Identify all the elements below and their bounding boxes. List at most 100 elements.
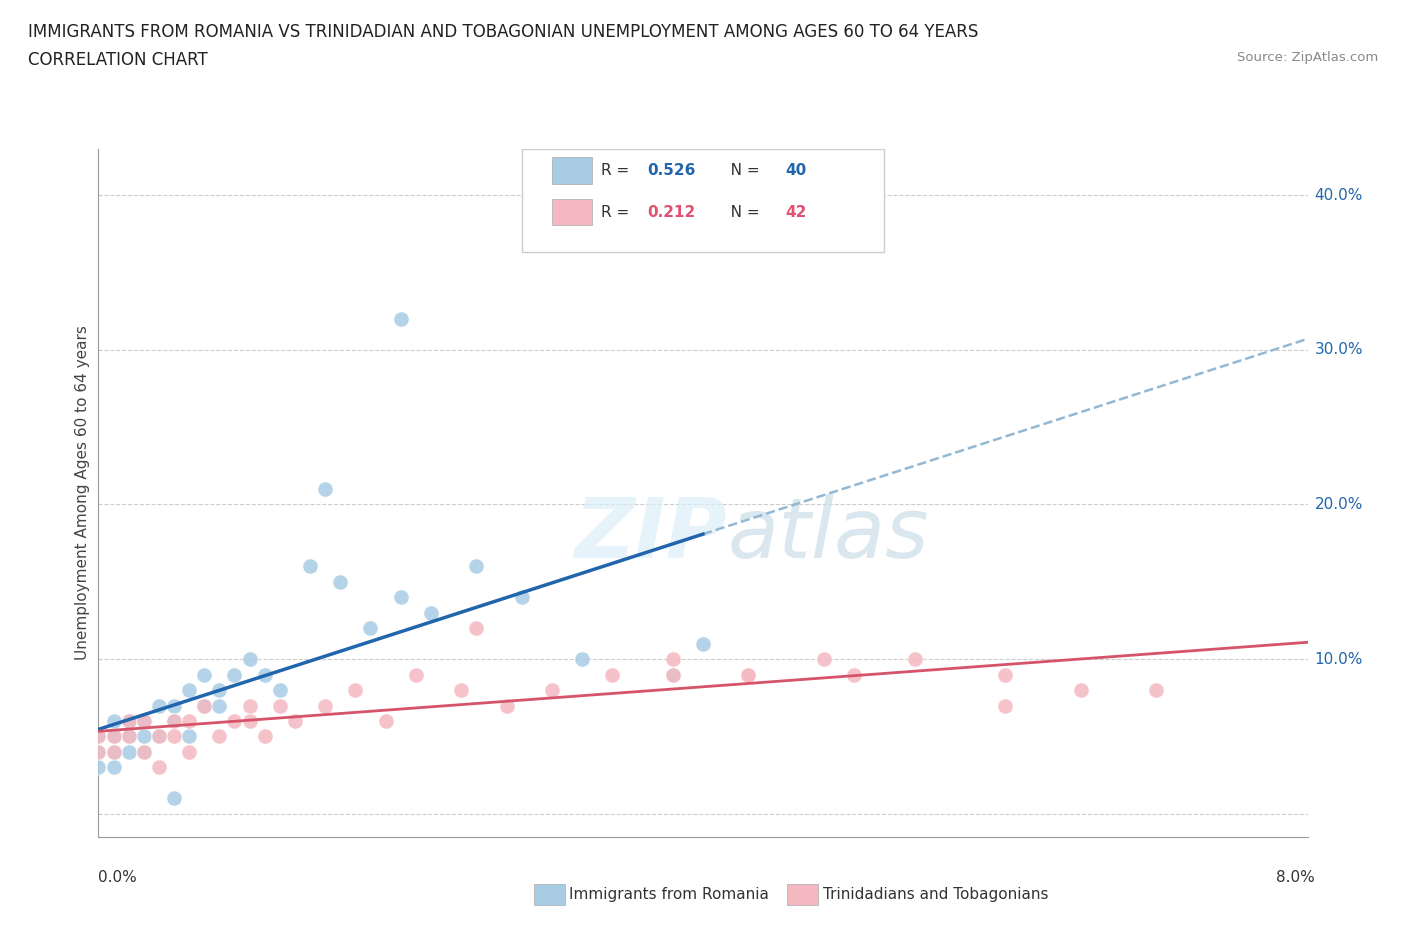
Text: IMMIGRANTS FROM ROMANIA VS TRINIDADIAN AND TOBAGONIAN UNEMPLOYMENT AMONG AGES 60: IMMIGRANTS FROM ROMANIA VS TRINIDADIAN A… [28,23,979,41]
Text: atlas: atlas [727,494,929,575]
Text: Immigrants from Romania: Immigrants from Romania [569,887,769,902]
Text: N =: N = [716,205,765,219]
Text: 0.0%: 0.0% [98,870,138,884]
Text: 0.212: 0.212 [647,205,696,219]
Point [239,652,262,667]
Point [179,729,201,744]
Point [148,760,170,775]
Point [602,667,624,682]
Text: 30.0%: 30.0% [1315,342,1362,357]
Point [1144,683,1167,698]
Point [87,760,110,775]
Point [465,621,488,636]
Point [692,636,714,651]
Point [193,667,215,682]
Point [253,729,276,744]
Point [737,667,759,682]
Point [224,667,246,682]
Point [118,729,141,744]
Point [299,559,322,574]
Point [389,590,412,604]
Text: 10.0%: 10.0% [1315,652,1362,667]
Point [450,683,472,698]
Point [103,760,125,775]
Point [994,667,1017,682]
Point [132,745,155,760]
Point [314,698,336,713]
Point [179,683,201,698]
Point [193,698,215,713]
Point [163,729,186,744]
Point [813,652,835,667]
Point [208,683,231,698]
Point [118,745,141,760]
Point [163,713,186,728]
Point [103,713,125,728]
Text: R =: R = [602,164,634,179]
Point [1070,683,1092,698]
Point [661,667,683,682]
Point [87,745,110,760]
Text: 40.0%: 40.0% [1315,188,1362,203]
Point [179,713,201,728]
Point [495,698,517,713]
FancyBboxPatch shape [551,157,592,184]
Point [208,698,231,713]
Point [510,590,533,604]
Text: CORRELATION CHART: CORRELATION CHART [28,51,208,69]
Point [148,729,170,744]
FancyBboxPatch shape [551,199,592,225]
Point [208,729,231,744]
Point [148,698,170,713]
Point [329,575,352,590]
Point [465,559,488,574]
Point [540,683,562,698]
Text: 0.526: 0.526 [647,164,696,179]
Point [132,745,155,760]
Text: ZIP: ZIP [575,494,727,575]
Y-axis label: Unemployment Among Ages 60 to 64 years: Unemployment Among Ages 60 to 64 years [75,326,90,660]
Point [994,698,1017,713]
Point [269,683,291,698]
Point [103,745,125,760]
Point [163,698,186,713]
Point [103,729,125,744]
Point [661,667,683,682]
Text: 40: 40 [785,164,807,179]
Point [389,312,412,326]
Point [737,667,759,682]
Point [284,713,307,728]
Point [405,667,427,682]
Point [87,729,110,744]
Text: 20.0%: 20.0% [1315,497,1362,512]
Text: Trinidadians and Tobagonians: Trinidadians and Tobagonians [823,887,1047,902]
Point [163,790,186,805]
Point [118,729,141,744]
Point [179,745,201,760]
Point [253,667,276,682]
Text: Source: ZipAtlas.com: Source: ZipAtlas.com [1237,51,1378,64]
Point [163,713,186,728]
Point [661,652,683,667]
Point [193,698,215,713]
Point [132,729,155,744]
Point [359,621,381,636]
Point [239,698,262,713]
Point [239,713,262,728]
Point [269,698,291,713]
Point [132,713,155,728]
Point [87,745,110,760]
Point [148,729,170,744]
Point [103,729,125,744]
Point [224,713,246,728]
Point [419,605,441,620]
Point [571,652,593,667]
Text: 8.0%: 8.0% [1275,870,1315,884]
Point [118,713,141,728]
Point [132,713,155,728]
Point [903,652,925,667]
Text: N =: N = [716,164,765,179]
Text: 42: 42 [785,205,807,219]
Point [103,745,125,760]
Text: R =: R = [602,205,634,219]
